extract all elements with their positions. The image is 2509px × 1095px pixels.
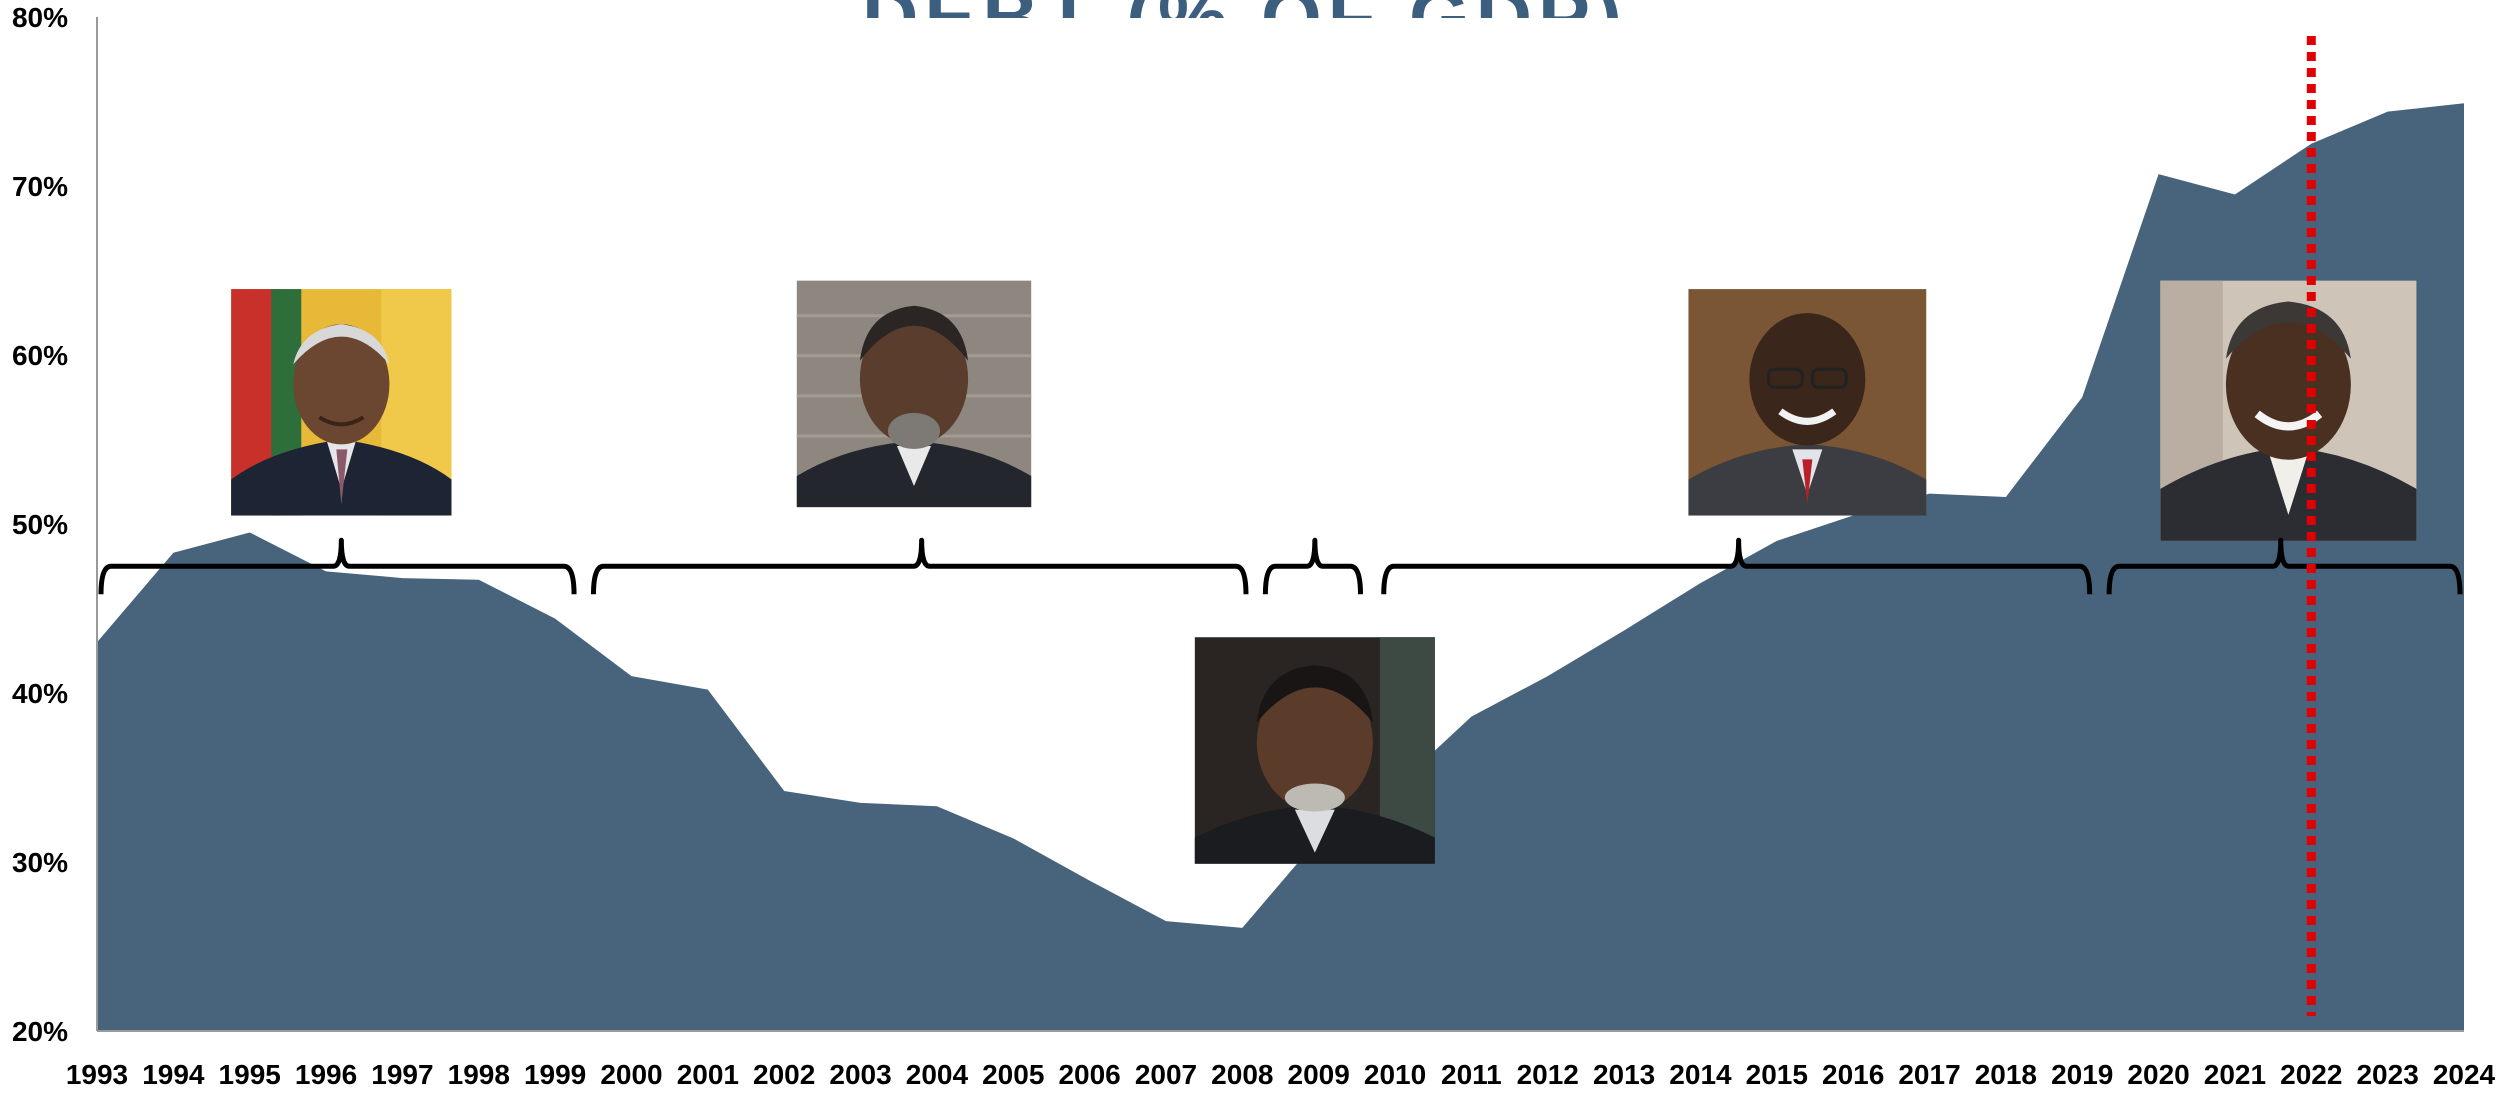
x-tick-label: 2016 bbox=[1822, 1059, 1884, 1090]
x-tick-label: 1998 bbox=[448, 1059, 510, 1090]
x-tick-label: 2009 bbox=[1288, 1059, 1350, 1090]
x-tick-label: 1996 bbox=[295, 1059, 357, 1090]
x-tick-label: 1999 bbox=[524, 1059, 586, 1090]
term-brace-3 bbox=[1262, 537, 1363, 595]
x-tick-label: 2002 bbox=[753, 1059, 815, 1090]
x-tick-label: 2021 bbox=[2204, 1059, 2266, 1090]
x-tick-label: 2008 bbox=[1211, 1059, 1273, 1090]
x-tick-label: 2012 bbox=[1517, 1059, 1579, 1090]
portrait-2-photo bbox=[795, 279, 1033, 509]
x-tick-label: 2013 bbox=[1593, 1059, 1655, 1090]
x-tick-label: 2006 bbox=[1058, 1059, 1120, 1090]
x-tick-label: 2000 bbox=[600, 1059, 662, 1090]
x-tick-label: 1993 bbox=[66, 1059, 128, 1090]
term-brace-4 bbox=[1381, 537, 2093, 595]
x-tick-label: 2022 bbox=[2280, 1059, 2342, 1090]
y-tick-label: 40% bbox=[12, 678, 68, 709]
x-tick-label: 2024 bbox=[2433, 1059, 2496, 1090]
x-tick-label: 2014 bbox=[1669, 1059, 1732, 1090]
y-tick-label: 70% bbox=[12, 171, 68, 202]
x-tick-label: 2001 bbox=[677, 1059, 739, 1090]
term-brace-2 bbox=[590, 537, 1249, 595]
x-tick-label: 2020 bbox=[2127, 1059, 2189, 1090]
x-tick-label: 1995 bbox=[219, 1059, 281, 1090]
y-tick-label: 60% bbox=[12, 340, 68, 371]
portrait-4-photo bbox=[1688, 289, 1926, 515]
y-tick-label: 50% bbox=[12, 509, 68, 540]
x-tick-label: 1997 bbox=[371, 1059, 433, 1090]
portrait-1-photo bbox=[231, 289, 451, 515]
debt-area-series bbox=[97, 103, 2464, 1031]
y-tick-label: 20% bbox=[12, 1016, 68, 1047]
x-tick-label: 2018 bbox=[1975, 1059, 2037, 1090]
y-tick-label: 30% bbox=[12, 847, 68, 878]
x-tick-label: 2019 bbox=[2051, 1059, 2113, 1090]
x-tick-label: 2004 bbox=[906, 1059, 969, 1090]
y-tick-label: 80% bbox=[12, 2, 68, 33]
chart-title: DEBT (% OF GDP) bbox=[862, 0, 1628, 61]
x-tick-label: 2007 bbox=[1135, 1059, 1197, 1090]
x-tick-label: 2003 bbox=[829, 1059, 891, 1090]
x-tick-label: 1994 bbox=[142, 1059, 205, 1090]
portrait-5-photo bbox=[2160, 281, 2416, 541]
x-tick-label: 2005 bbox=[982, 1059, 1044, 1090]
x-tick-label: 2011 bbox=[1441, 1059, 1502, 1090]
term-brace-5 bbox=[2106, 537, 2463, 595]
x-tick-label: 2015 bbox=[1746, 1059, 1808, 1090]
x-tick-label: 2010 bbox=[1364, 1059, 1426, 1090]
x-tick-label: 2023 bbox=[2356, 1059, 2418, 1090]
portrait-3-photo bbox=[1194, 637, 1435, 864]
x-tick-label: 2017 bbox=[1898, 1059, 1960, 1090]
term-brace-1 bbox=[98, 537, 577, 595]
